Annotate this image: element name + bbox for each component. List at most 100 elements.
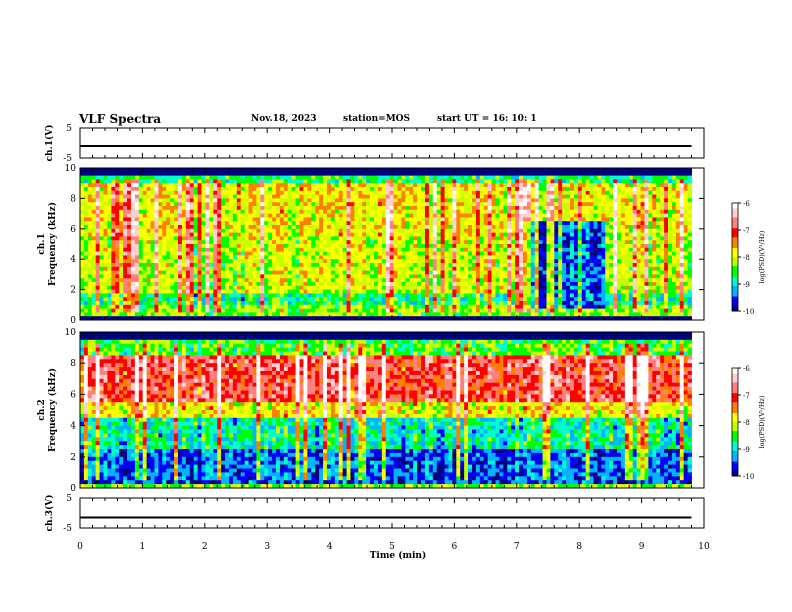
spectrogram-cell [472,217,477,222]
spectrogram-cell [205,304,210,309]
spectrogram-cell [295,270,300,275]
spectrogram-cell [189,183,195,188]
spectrogram-cell [307,282,312,287]
spectrogram-cell [225,289,230,294]
spectrogram-cell [80,198,85,203]
spectrogram-cell [366,316,371,320]
spectrogram-cell [181,171,187,176]
spectrogram-cell [338,247,344,252]
spectrogram-cell [530,213,536,218]
spectrogram-cell [330,263,336,268]
spectrogram-cell [385,293,391,298]
spectrogram-cell [428,225,434,230]
spectrogram-cell [193,183,198,188]
spectrogram-cell [475,316,481,320]
spectrogram-cell [554,293,559,298]
spectrogram-cell [448,316,453,320]
spectrogram-cell [134,232,140,237]
spectrogram-cell [401,179,406,184]
spectrogram-cell [115,179,120,184]
spectrogram-cell [236,301,242,306]
spectrogram-cell [150,240,155,245]
spectrogram-cell [428,228,434,233]
spectrogram-cell [381,179,387,184]
spectrogram-cell [350,194,355,199]
spectrogram-cell [499,183,504,188]
spectrogram-cell [519,312,524,317]
spectrogram-cell [134,183,140,188]
spectrogram-cell [123,183,128,188]
spectrogram-cell [538,198,543,203]
spectrogram-cell [401,297,406,302]
spectrogram-cell [350,190,355,195]
spectrogram-cell [217,232,222,237]
spectrogram-cell [370,274,375,279]
spectrogram-cell [319,251,324,256]
spectrogram-cell [421,168,426,173]
spectrogram-cell [256,244,261,249]
spectrogram-cell [252,194,257,199]
spectrogram-cell [111,183,116,188]
spectrogram-cell [338,282,344,287]
spectrogram-cell [468,171,473,176]
spectrogram-cell [205,209,210,214]
spectrogram-cell [111,282,116,287]
spectrogram-cell [205,274,210,279]
spectrogram-cell [436,308,442,313]
spectrogram-cell [377,175,383,180]
spectrogram-cell [213,301,218,306]
spectrogram-cell [221,293,226,298]
spectrogram-cell [319,236,324,241]
spectrogram-cell [252,263,257,268]
spectrogram-cell [170,293,175,298]
spectrogram-cell [197,179,202,184]
spectrogram-cell [287,304,293,309]
spectrogram-cell [276,171,281,176]
spectrogram-cell [323,285,328,290]
spectrogram-cell [432,289,438,294]
spectrogram-cell [279,213,285,218]
spectrogram-cell [330,278,336,283]
spectrogram-cell [530,198,536,203]
ch1-spectrogram-image [80,168,692,320]
spectrogram-cell [424,251,430,256]
spectrogram-cell [197,304,202,309]
spectrogram-cell [217,190,222,195]
spectrogram-cell [228,198,234,203]
spectrogram-cell [452,206,457,211]
spectrogram-cell [276,251,281,256]
spectrogram-cell [83,190,89,195]
spectrogram-cell [150,168,155,173]
spectrogram-cell [174,293,179,298]
spectrogram-cell [472,266,477,271]
spectrogram-cell [236,251,242,256]
spectrogram-cell [330,228,336,233]
spectrogram-cell [358,179,363,184]
spectrogram-cell [99,263,104,268]
spectrogram-cell [142,244,148,249]
spectrogram-cell [127,213,132,218]
spectrogram-cell [366,301,371,306]
spectrogram-cell [291,198,296,203]
spectrogram-cell [421,297,426,302]
spectrogram-cell [432,198,438,203]
spectrogram-cell [323,183,328,188]
spectrogram-cell [134,190,140,195]
spectrogram-cell [95,266,100,271]
spectrogram-cell [103,183,108,188]
spectrogram-cell [225,316,230,320]
spectrogram-cell [209,244,214,249]
spectrogram-cell [123,217,128,222]
spectrogram-cell [330,297,336,302]
spectrogram-cell [205,213,210,218]
spectrogram-cell [358,266,363,271]
spectrogram-cell [464,293,469,298]
spectrogram-cell [197,240,202,245]
spectrogram-cell [217,278,222,283]
spectrogram-cell [475,270,481,275]
spectrogram-cell [522,263,528,268]
spectrogram-cell [170,183,175,188]
spectrogram-cell [162,187,167,192]
spectrogram-cell [115,202,120,207]
spectrogram-cell [542,217,547,222]
